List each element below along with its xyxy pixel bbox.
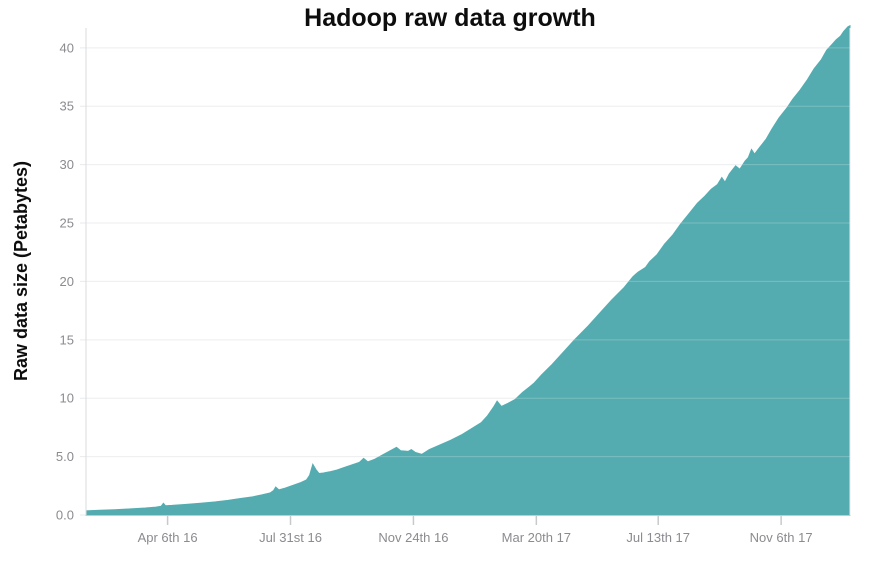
y-tick-label: 0.0 bbox=[56, 508, 74, 523]
series-layer bbox=[85, 24, 851, 516]
y-tick-label: 30 bbox=[60, 157, 74, 172]
y-axis-title: Raw data size (Petabytes) bbox=[11, 161, 31, 381]
axis-layer bbox=[85, 28, 851, 515]
overlay-grid-layer bbox=[86, 47, 850, 458]
x-tick-label: Jul 31st 16 bbox=[259, 530, 322, 545]
area-series-hadoop bbox=[85, 24, 851, 516]
y-tick-label: 10 bbox=[60, 391, 74, 406]
y-tick-label: 35 bbox=[60, 99, 74, 114]
x-tick-label: Apr 6th 16 bbox=[138, 530, 198, 545]
y-tick-label: 15 bbox=[60, 332, 74, 347]
chart-title: Hadoop raw data growth bbox=[304, 4, 596, 32]
grid-layer bbox=[80, 47, 850, 516]
y-tick-label: 40 bbox=[60, 40, 74, 55]
y-tick-label: 5.0 bbox=[56, 449, 74, 464]
y-tick-label: 20 bbox=[60, 274, 74, 289]
x-tick-label: Jul 13th 17 bbox=[626, 530, 690, 545]
x-tick-label: Nov 24th 16 bbox=[378, 530, 448, 545]
x-tick-label: Mar 20th 17 bbox=[502, 530, 571, 545]
tick-layer: 0.0 5.0 10 15 20 25 30 35 40 Apr 6th 16 Jul 31st 1… bbox=[56, 40, 813, 545]
y-tick-label: 25 bbox=[60, 216, 74, 231]
x-tick-label: Nov 6th 17 bbox=[750, 530, 813, 545]
